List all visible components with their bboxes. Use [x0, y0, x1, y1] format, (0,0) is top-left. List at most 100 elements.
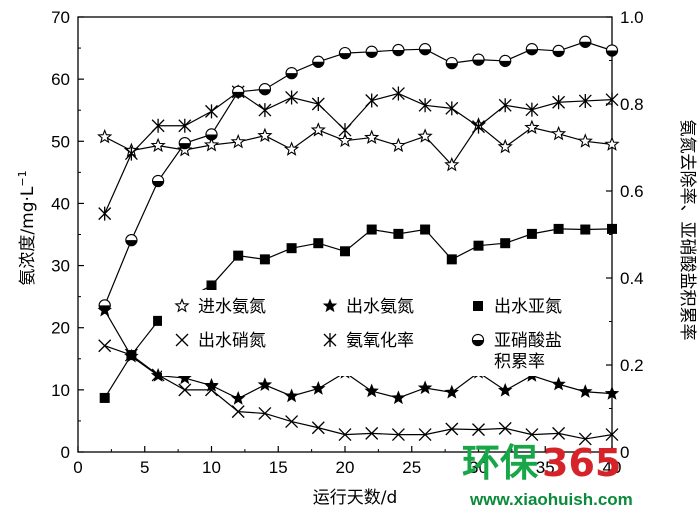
- marker-shape: [258, 407, 272, 420]
- data-point: [605, 428, 619, 442]
- y-left-tick-label: 0: [61, 443, 70, 462]
- series-5: [98, 84, 619, 221]
- data-point: [500, 238, 511, 249]
- marker-fill: [392, 50, 404, 56]
- marker-shape: [124, 146, 138, 161]
- data-point: [418, 428, 432, 442]
- y-right-tick-label: 1.0: [620, 8, 644, 27]
- data-point: [364, 383, 379, 398]
- marker-shape: [391, 390, 406, 405]
- data-point: [311, 421, 325, 435]
- data-point: [525, 428, 539, 442]
- data-point: [607, 223, 617, 234]
- marker-shape: [175, 333, 189, 347]
- legend-item-4: 出水硝氮: [175, 331, 266, 351]
- data-point: [340, 246, 350, 257]
- data-point: [499, 54, 512, 68]
- marker-shape: [284, 388, 299, 403]
- marker-shape: [525, 102, 539, 117]
- data-point: [365, 426, 379, 440]
- data-point: [444, 156, 460, 172]
- data-point: [284, 388, 299, 403]
- data-point: [204, 377, 219, 392]
- series-1: [97, 117, 620, 172]
- data-point: [311, 97, 325, 111]
- data-point: [338, 46, 352, 60]
- watermark-brand-num: 365: [542, 441, 621, 485]
- marker-shape: [605, 428, 619, 442]
- data-point: [417, 380, 433, 395]
- x-axis-title: 运行天数/d: [313, 488, 398, 508]
- marker-shape: [285, 90, 299, 105]
- marker-fill: [606, 50, 618, 57]
- marker-shape: [364, 129, 380, 145]
- marker-shape: [364, 383, 379, 398]
- marker-shape: [340, 246, 350, 257]
- marker-fill: [99, 305, 111, 312]
- marker-shape: [525, 428, 539, 442]
- marker-fill: [526, 49, 538, 55]
- data-point: [97, 128, 113, 144]
- series-6: [98, 35, 619, 312]
- marker-shape: [338, 428, 352, 442]
- marker-shape: [178, 383, 192, 397]
- data-point: [178, 118, 192, 133]
- marker-fill: [232, 91, 244, 98]
- y-right-axis-title: 氨氮去除率、亚硝酸盐积累率: [677, 120, 697, 341]
- data-point: [551, 376, 566, 391]
- marker-shape: [417, 128, 433, 143]
- marker-shape: [391, 428, 405, 442]
- legend-label: 亚硝酸盐: [494, 331, 562, 351]
- marker-shape: [550, 125, 567, 141]
- marker-shape: [313, 238, 324, 249]
- marker-shape: [205, 104, 218, 119]
- y-right-tick-label: 0.2: [620, 356, 644, 375]
- marker-fill: [419, 49, 431, 55]
- marker-shape: [257, 377, 273, 392]
- marker-shape: [526, 228, 537, 239]
- data-point: [151, 174, 165, 188]
- marker-shape: [417, 380, 433, 395]
- data-point: [445, 422, 459, 436]
- y-left-tick-label: 10: [51, 381, 70, 400]
- watermark-url: www.xiaohuish.com: [469, 490, 633, 509]
- legend-marker: [175, 333, 189, 347]
- legend-item-1: 进水氨氮: [174, 297, 266, 317]
- legend-marker: [174, 297, 190, 313]
- marker-shape: [311, 97, 325, 111]
- data-point: [153, 315, 164, 326]
- data-point: [98, 339, 112, 353]
- data-point: [552, 44, 565, 58]
- marker-shape: [418, 428, 432, 442]
- data-point: [312, 55, 325, 68]
- data-point: [497, 382, 513, 397]
- marker-shape: [500, 238, 511, 249]
- y-left-tick-label: 60: [51, 70, 70, 89]
- legend-label: 氨氧化率: [346, 331, 414, 351]
- marker-shape: [311, 421, 325, 435]
- data-point: [524, 119, 540, 135]
- marker-fill: [179, 143, 191, 149]
- marker-shape: [230, 133, 246, 149]
- marker-shape: [552, 426, 566, 440]
- marker-shape: [178, 118, 192, 133]
- data-point: [578, 93, 592, 108]
- data-point: [313, 238, 324, 249]
- data-point: [393, 228, 404, 239]
- marker-shape: [577, 133, 593, 148]
- legend-item-3: 出水亚氮: [473, 297, 562, 317]
- marker-shape: [553, 223, 564, 234]
- data-point: [578, 384, 593, 398]
- watermark-brand: 环保 365: [462, 441, 621, 485]
- marker-shape: [498, 98, 512, 113]
- data-point: [605, 44, 619, 57]
- data-point: [472, 423, 485, 437]
- data-point: [98, 299, 111, 312]
- y-right-tick-label: 0.6: [620, 182, 644, 201]
- data-point: [604, 136, 620, 151]
- marker-shape: [322, 298, 338, 313]
- watermark-brand-cn: 环保: [462, 441, 539, 485]
- data-point: [230, 133, 246, 149]
- marker-shape: [420, 224, 431, 235]
- data-point: [258, 103, 272, 118]
